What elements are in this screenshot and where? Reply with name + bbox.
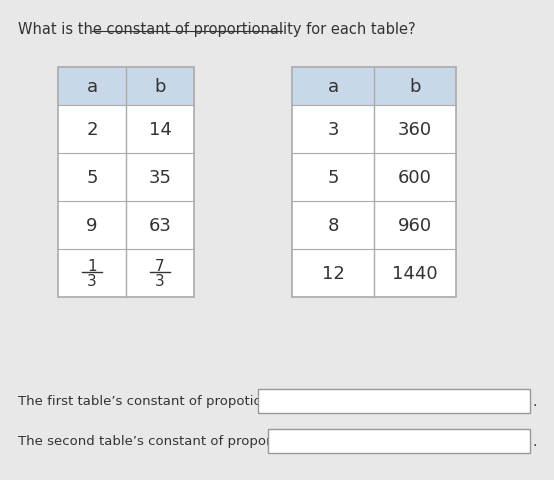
Bar — [268, 429, 530, 453]
Text: 5: 5 — [86, 168, 98, 187]
Text: 3: 3 — [327, 121, 338, 139]
Text: The first table’s constant of propotionality is: The first table’s constant of propotiona… — [18, 395, 314, 408]
FancyBboxPatch shape — [292, 106, 456, 298]
Text: 1: 1 — [87, 259, 97, 274]
Bar — [58, 68, 194, 298]
Text: 14: 14 — [148, 121, 171, 139]
FancyBboxPatch shape — [58, 106, 194, 298]
Text: b: b — [154, 78, 166, 96]
Text: .: . — [532, 434, 536, 448]
Text: 5: 5 — [327, 168, 338, 187]
Text: 63: 63 — [148, 216, 171, 235]
Text: a: a — [327, 78, 338, 96]
Text: 9: 9 — [86, 216, 98, 235]
Text: 3: 3 — [155, 274, 165, 289]
Text: 3: 3 — [87, 274, 97, 289]
Text: 12: 12 — [321, 264, 345, 282]
Text: 960: 960 — [398, 216, 432, 235]
Text: 2: 2 — [86, 121, 98, 139]
Text: b: b — [409, 78, 420, 96]
Text: 600: 600 — [398, 168, 432, 187]
Text: 35: 35 — [148, 168, 172, 187]
Text: 7: 7 — [155, 259, 165, 274]
Bar — [258, 389, 530, 413]
FancyBboxPatch shape — [58, 68, 194, 106]
Text: 8: 8 — [327, 216, 338, 235]
Bar — [292, 68, 456, 298]
Text: 360: 360 — [398, 121, 432, 139]
Text: The second table’s constant of proportionality is: The second table’s constant of proportio… — [18, 434, 341, 447]
Text: .: . — [532, 394, 536, 408]
Text: 1440: 1440 — [392, 264, 438, 282]
Text: a: a — [86, 78, 98, 96]
Text: What is the constant of proportionality for each table?: What is the constant of proportionality … — [18, 22, 416, 37]
FancyBboxPatch shape — [292, 68, 456, 106]
